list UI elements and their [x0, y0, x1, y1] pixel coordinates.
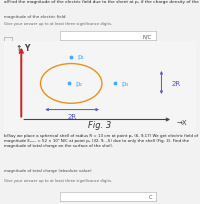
Text: Give your answer up to at least three significance digits.: Give your answer up to at least three si… — [4, 178, 112, 182]
Text: →X: →X — [177, 120, 187, 126]
Text: C: C — [149, 194, 152, 199]
Text: 2R: 2R — [171, 80, 180, 86]
Text: magnitude of total charge (absolute value): magnitude of total charge (absolute valu… — [4, 168, 92, 172]
Text: p₂: p₂ — [75, 80, 82, 86]
Text: 2R: 2R — [68, 113, 77, 119]
Text: Give your answer up to at least three significance digits.: Give your answer up to at least three si… — [4, 22, 112, 26]
Text: a)Find the magnitude of the electric field due to the sheet at p₁ if the charge : a)Find the magnitude of the electric fie… — [4, 0, 200, 4]
Text: magnitude of the electric field: magnitude of the electric field — [4, 15, 66, 19]
Text: b)Say we place a spherical shell of radius R = 13 cm at point p₂ (6, 9,17) We ge: b)Say we place a spherical shell of radi… — [4, 133, 198, 147]
Text: N/C: N/C — [143, 34, 152, 39]
Text: ↑ Y: ↑ Y — [16, 44, 31, 53]
Text: p₁: p₁ — [77, 54, 84, 60]
Text: Fig. 3: Fig. 3 — [88, 120, 112, 129]
Text: p₃: p₃ — [121, 80, 128, 86]
